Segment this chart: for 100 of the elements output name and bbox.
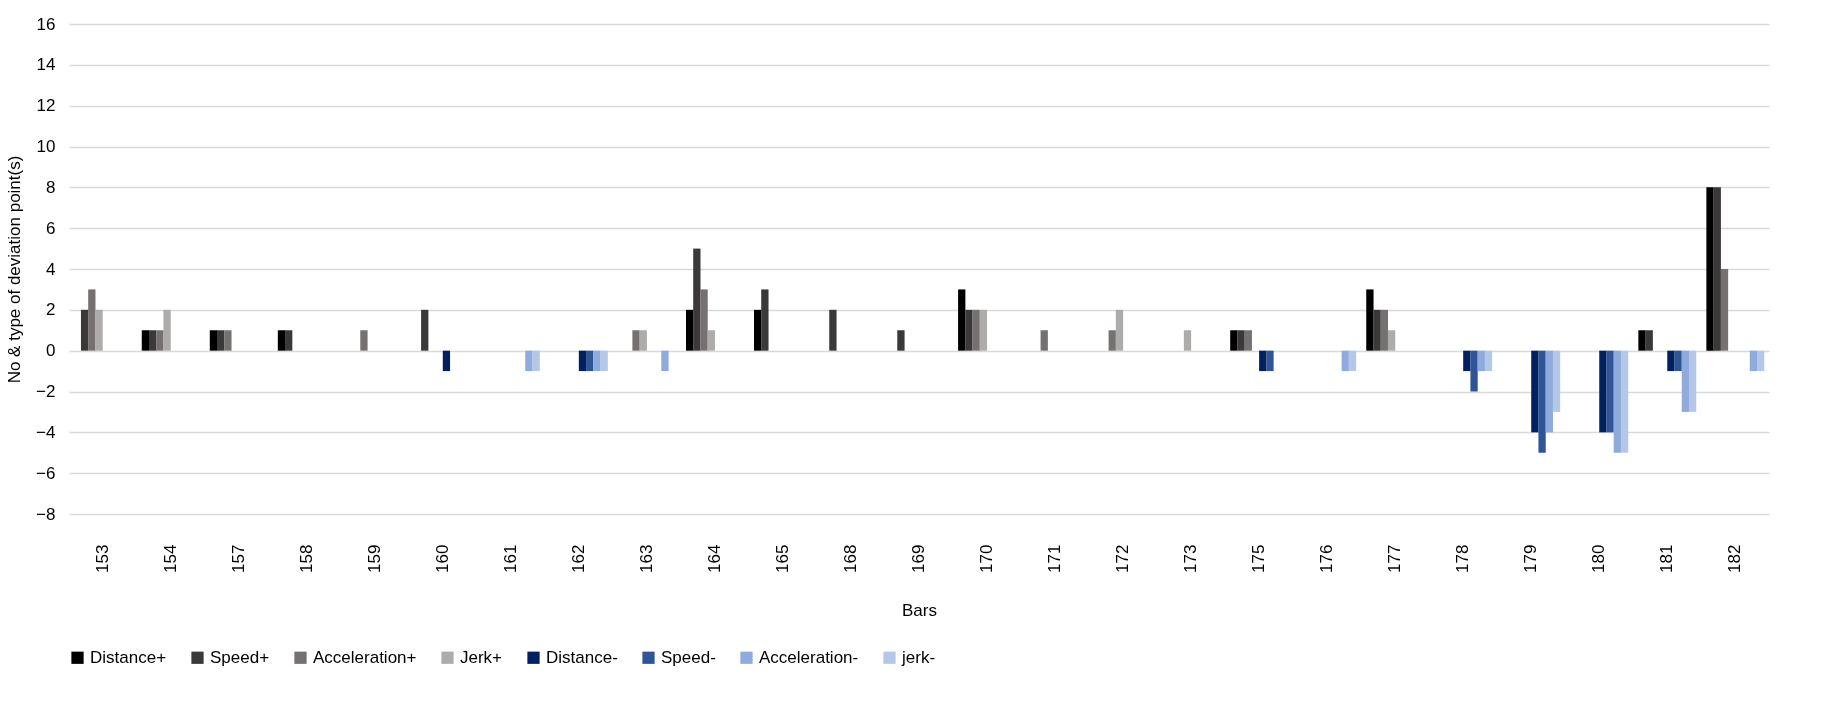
x-tick-label: 154 <box>160 544 180 573</box>
bar <box>1606 350 1614 433</box>
x-tick-label: 158 <box>296 544 316 573</box>
x-tick-label: 179 <box>1521 544 1541 573</box>
bar <box>95 309 103 351</box>
x-tick-label: 169 <box>909 544 928 573</box>
bar <box>1620 350 1629 453</box>
bar <box>578 350 587 372</box>
bar <box>1531 350 1539 433</box>
y-tick-label: 12 <box>36 96 56 116</box>
legend-label: Acceleration- <box>759 647 859 667</box>
legend-label: Speed- <box>661 647 716 667</box>
y-tick-label: 2 <box>46 300 56 320</box>
x-tick-label: 161 <box>500 544 520 573</box>
bar <box>897 330 905 351</box>
bar <box>1348 350 1357 372</box>
x-tick-label: 157 <box>228 544 248 573</box>
legend-label: Distance- <box>546 647 618 667</box>
bar <box>1538 350 1546 453</box>
bar <box>685 309 694 351</box>
y-tick-label: −8 <box>36 504 56 524</box>
bar <box>586 350 594 372</box>
x-tick-label: 175 <box>1249 544 1269 573</box>
bar <box>1756 350 1765 372</box>
y-tick-label: 6 <box>46 218 56 238</box>
x-tick-label: 181 <box>1657 544 1677 573</box>
bar <box>1183 330 1192 351</box>
bar <box>1387 330 1396 351</box>
bar <box>972 309 980 351</box>
bar <box>1749 350 1758 372</box>
bar <box>88 289 96 351</box>
bar <box>1484 350 1493 372</box>
bar <box>707 330 715 351</box>
x-tick-label: 176 <box>1317 544 1337 573</box>
bar <box>1470 350 1478 392</box>
y-tick-label: 14 <box>36 55 56 75</box>
x-tick-label: 171 <box>1045 544 1065 573</box>
bar <box>148 330 157 351</box>
bar <box>1266 350 1274 372</box>
y-tick-label: 8 <box>46 177 56 197</box>
bar <box>141 330 150 351</box>
bar <box>163 309 171 351</box>
bar <box>1706 187 1714 351</box>
bar <box>1681 350 1690 412</box>
bar <box>958 289 966 351</box>
bar <box>600 350 608 372</box>
bar <box>1366 289 1374 351</box>
y-tick-label: −2 <box>36 382 56 401</box>
bar <box>1380 309 1388 351</box>
bar <box>80 309 89 351</box>
bar <box>1230 330 1238 351</box>
bar <box>1688 350 1697 412</box>
bar <box>209 330 218 351</box>
bar <box>639 330 647 351</box>
bar <box>761 289 769 351</box>
bar <box>285 330 293 351</box>
bar <box>156 330 164 351</box>
bar <box>1373 309 1381 351</box>
x-tick-label: 180 <box>1589 544 1609 573</box>
x-tick-label: 177 <box>1385 544 1405 573</box>
bar <box>442 350 451 372</box>
bar <box>1341 350 1349 372</box>
bar <box>1259 350 1267 372</box>
bar <box>661 350 669 372</box>
bar <box>1638 330 1646 351</box>
bar <box>1477 350 1485 372</box>
bar <box>1667 350 1675 372</box>
bar <box>1645 330 1653 351</box>
bar <box>1674 350 1682 372</box>
bar <box>224 330 232 351</box>
bar <box>277 330 286 351</box>
y-tick-label: 16 <box>36 14 56 34</box>
x-tick-label: 178 <box>1453 544 1473 573</box>
x-tick-label: 159 <box>364 544 384 573</box>
x-tick-label: 172 <box>1113 544 1133 573</box>
y-tick-label: −4 <box>36 422 56 442</box>
bar <box>1613 350 1621 453</box>
bar <box>965 309 973 351</box>
legend-label: Distance+ <box>90 647 167 667</box>
x-tick-label: 170 <box>977 544 997 573</box>
legend-label: Speed+ <box>210 647 270 667</box>
bar <box>1599 350 1607 433</box>
bar <box>421 309 429 351</box>
bar <box>217 330 225 351</box>
bar <box>1545 350 1553 433</box>
bar <box>1463 350 1471 372</box>
y-tick-label: 4 <box>46 259 56 279</box>
x-tick-label: 168 <box>840 544 860 573</box>
y-axis-title: No & type of deviation point(s) <box>5 155 25 384</box>
legend-label: Jerk+ <box>460 647 503 667</box>
bar <box>532 350 540 372</box>
legend-label: jerk- <box>901 647 936 667</box>
bar <box>593 350 601 372</box>
bar <box>829 309 837 351</box>
bar <box>632 330 640 351</box>
bar <box>1720 269 1729 351</box>
bar <box>360 330 368 351</box>
x-tick-label: 173 <box>1181 544 1201 573</box>
bar <box>979 309 988 351</box>
bar <box>1713 187 1721 351</box>
